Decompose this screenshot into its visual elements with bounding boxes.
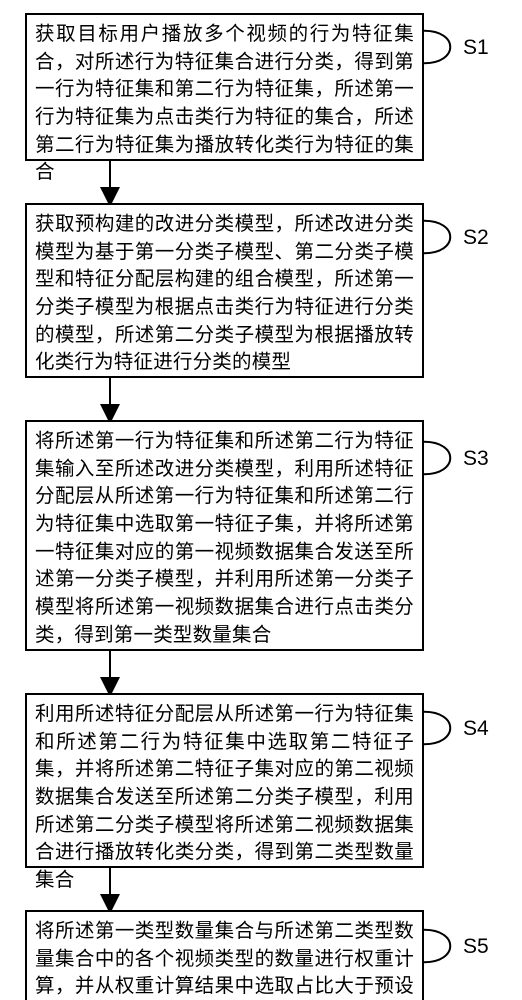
- step-text-s1: 获取目标用户播放多个视频的行为特征集合，对所述行为特征集合进行分类，得到第一行为…: [27, 15, 422, 193]
- flowchart-canvas: 获取目标用户播放多个视频的行为特征集合，对所述行为特征集合进行分类，得到第一行为…: [0, 0, 522, 1000]
- hook-s2: [424, 221, 450, 253]
- hook-s5: [424, 930, 450, 962]
- hook-s4: [424, 712, 450, 744]
- step-box-s3: 将所述第一行为特征集和所述第二行为特征集输入至所述改进分类模型，利用所述特征分配…: [25, 420, 424, 651]
- step-label-s1: S1: [463, 36, 489, 60]
- step-label-s3: S3: [463, 447, 489, 471]
- step-box-s5: 将所述第一类型数量集合与所述第二类型数量集合中的各个视频类型的数量进行权重计算，…: [25, 910, 424, 1000]
- step-box-s2: 获取预构建的改进分类模型，所述改进分类模型为基于第一分类子模型、第二分类子模型和…: [25, 203, 424, 378]
- step-box-s1: 获取目标用户播放多个视频的行为特征集合，对所述行为特征集合进行分类，得到第一行为…: [25, 13, 424, 161]
- hook-s1: [424, 31, 450, 63]
- step-box-s4: 利用所述特征分配层从所述第一行为特征集和所述第二行为特征集中选取第二特征子集，并…: [25, 693, 424, 868]
- step-label-s5: S5: [463, 935, 489, 959]
- step-text-s4: 利用所述特征分配层从所述第一行为特征集和所述第二行为特征集中选取第二特征子集，并…: [27, 695, 422, 901]
- step-text-s2: 获取预构建的改进分类模型，所述改进分类模型为基于第一分类子模型、第二分类子模型和…: [27, 205, 422, 383]
- step-text-s5: 将所述第一类型数量集合与所述第二类型数量集合中的各个视频类型的数量进行权重计算，…: [27, 912, 422, 1000]
- hook-s3: [424, 442, 450, 474]
- step-text-s3: 将所述第一行为特征集和所述第二行为特征集输入至所述改进分类模型，利用所述特征分配…: [27, 422, 422, 656]
- step-label-s2: S2: [463, 226, 489, 250]
- step-label-s4: S4: [463, 717, 489, 741]
